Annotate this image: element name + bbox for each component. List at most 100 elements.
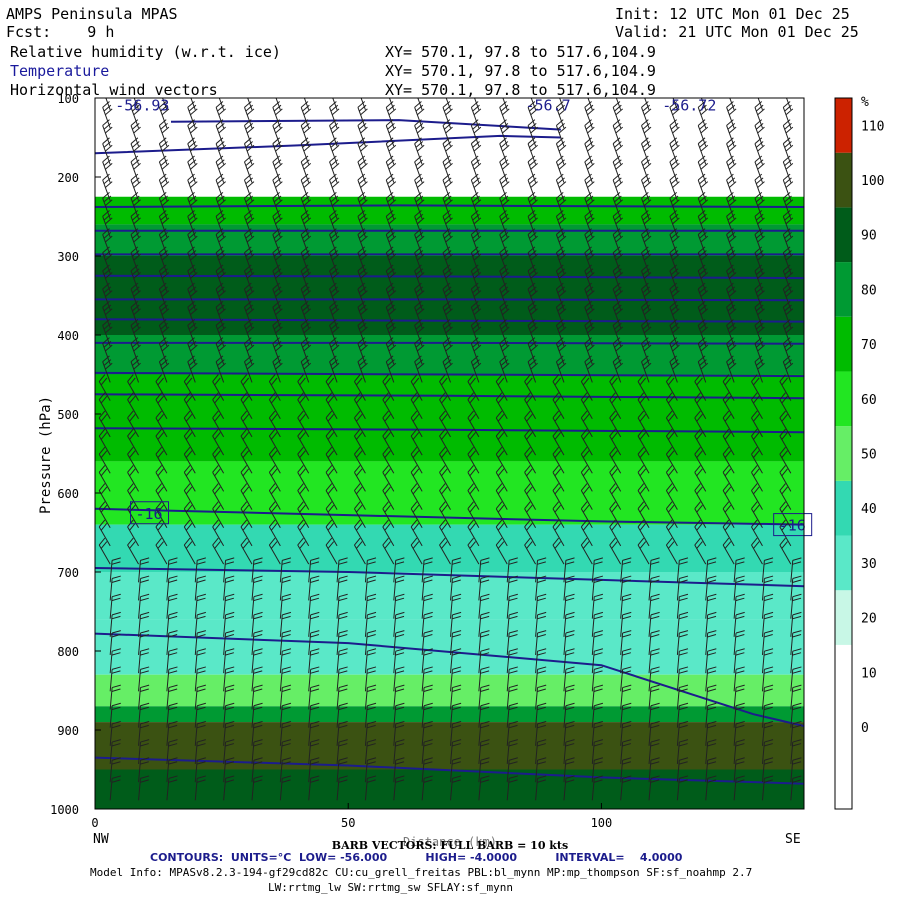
wind-barb-flag — [414, 137, 422, 145]
wind-barb-flag — [667, 413, 675, 422]
wind-barb-flag — [384, 523, 391, 531]
wind-barb-flag — [442, 264, 451, 272]
wind-barb-flag — [722, 374, 730, 382]
wind-barb-flag — [527, 246, 536, 254]
wind-barb-flag — [757, 181, 765, 188]
wind-barb-flag — [642, 83, 649, 89]
wind-barb-flag — [565, 634, 575, 638]
wind-barb-flag — [197, 720, 206, 725]
wind-barb-flag — [329, 319, 337, 326]
wind-barb-flag — [527, 210, 536, 217]
wind-barb-flag — [469, 468, 476, 477]
wind-barb-flag — [580, 519, 588, 528]
wind-barb-flag — [330, 213, 339, 221]
wind-barb-flag — [782, 191, 791, 199]
wind-barb-flag — [650, 743, 660, 747]
wind-barb-flag — [282, 630, 292, 634]
wind-barb-flag — [643, 181, 652, 188]
wind-barb-flag — [303, 108, 312, 116]
wind-barb-flag — [132, 232, 140, 239]
wind-barb-flag — [785, 308, 794, 316]
wind-barb-flag — [558, 181, 567, 188]
wind-barb-flag — [697, 300, 706, 308]
wind-barb-flag — [275, 144, 283, 152]
wind-barb-flag — [302, 232, 310, 239]
wind-barb-flag — [439, 428, 446, 437]
wind-barb-flag — [724, 541, 732, 549]
wind-barb-flag — [197, 666, 206, 670]
wind-barb-flag — [724, 504, 732, 513]
wind-barb-flag — [253, 724, 263, 729]
wind-barb-flag — [161, 217, 170, 225]
wind-barb-flag — [526, 432, 533, 440]
wind-barb-flag — [700, 217, 709, 225]
wind-barb-flag — [331, 235, 340, 243]
wind-barb-flag — [358, 268, 367, 275]
wind-barb-flag — [217, 341, 225, 348]
wind-barb-flag — [755, 141, 764, 148]
wind-barb-flag — [451, 652, 461, 656]
wind-barb-flag — [330, 122, 339, 130]
wind-barb-flag — [764, 557, 774, 561]
wind-barb-flag — [273, 250, 282, 257]
wind-barb-flag — [168, 648, 178, 652]
wind-barb-flag — [338, 611, 348, 616]
wind-barb-flag — [497, 395, 505, 404]
wind-barb-flag — [679, 648, 689, 652]
temperature-contour-6 — [95, 298, 804, 302]
wind-barb-flag — [508, 634, 518, 638]
wind-barb-flag — [139, 561, 149, 565]
wind-barb-flag — [622, 720, 632, 725]
wind-barb-flag — [140, 720, 150, 725]
wind-barb-flag — [556, 337, 564, 344]
wind-barb-flag — [727, 122, 736, 130]
wind-barb-flag — [615, 344, 623, 352]
wind-barb-flag — [670, 341, 679, 348]
wind-barb-flag — [360, 181, 368, 188]
wind-barb-flag — [414, 264, 422, 272]
wind-barb-flag — [524, 392, 531, 401]
wind-barb-flag — [187, 173, 195, 181]
colorbar-label: 50 — [861, 448, 877, 463]
wind-barb-flag — [168, 688, 178, 692]
wind-barb-flag — [781, 541, 788, 549]
wind-barb-flag — [614, 213, 622, 221]
wind-barb-flag — [508, 743, 518, 747]
wind-barb-flag — [697, 337, 706, 344]
wind-barb-flag — [472, 141, 480, 148]
wind-barb-flag — [441, 468, 448, 477]
wind-barb-flag — [557, 213, 565, 221]
wind-barb-flag — [699, 141, 707, 148]
wind-barb-flag — [666, 374, 673, 382]
wind-barb-flag — [622, 702, 632, 707]
wind-barb-flag — [161, 87, 168, 93]
wind-barb-flag — [360, 326, 368, 334]
wind-barb-flag — [330, 341, 339, 348]
wind-barb-flag — [105, 217, 113, 225]
wind-barb-flag — [471, 282, 479, 290]
wind-barb-flag — [187, 355, 195, 363]
wind-barb-flag — [650, 634, 660, 638]
wind-barb-flag — [672, 163, 680, 170]
wind-barb-flag — [366, 761, 376, 765]
wind-barb-flag — [188, 232, 197, 239]
barb-note: BARB VECTORS: FULL BARB = 10 kts — [332, 839, 568, 852]
wind-barb-flag — [779, 537, 786, 546]
wind-barb-flag — [469, 450, 476, 458]
wind-barb-flag — [367, 684, 377, 689]
wind-barb-flag — [556, 155, 564, 163]
wind-barb-flag — [253, 757, 263, 761]
wind-barb-flag — [297, 519, 304, 528]
wind-barb-flag — [129, 468, 136, 477]
wind-barb-flag — [338, 670, 348, 674]
wind-barb-flag — [502, 163, 510, 170]
wind-barb-flag — [526, 523, 533, 531]
wind-barb-flag — [245, 322, 253, 330]
wind-barb-flag — [242, 504, 250, 513]
wind-barb-flag — [414, 119, 422, 126]
wind-barb-flag — [642, 286, 651, 294]
wind-barb-flag — [161, 235, 170, 243]
wind-barb-flag — [580, 392, 588, 401]
wind-barb-flag — [672, 272, 680, 279]
wind-barb-flag — [395, 706, 405, 711]
